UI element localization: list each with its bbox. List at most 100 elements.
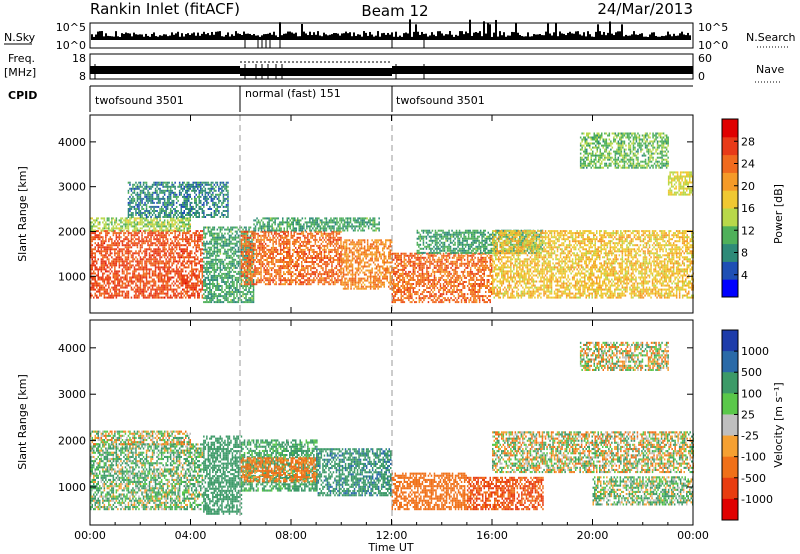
power-cell-1616 xyxy=(198,276,200,279)
power-cell-3654 xyxy=(246,271,249,274)
power-cell-2799 xyxy=(206,262,208,265)
power-cell-3158 xyxy=(227,250,229,253)
power-cell-3404 xyxy=(242,228,244,231)
power-cell-2672 xyxy=(219,205,222,208)
power-cell-352 xyxy=(114,288,116,291)
power-cell-4266 xyxy=(299,283,301,286)
power-cell-1344 xyxy=(178,232,181,235)
power-cell-911 xyxy=(151,294,154,297)
power-cell-3399 xyxy=(242,246,244,249)
power-cell-1172 xyxy=(166,266,169,269)
power-cell-4397 xyxy=(310,257,312,259)
power-cell-2199 xyxy=(156,210,158,212)
power-cell-3408 xyxy=(243,289,246,291)
power-cell-3688 xyxy=(249,277,252,280)
power-cell-2369 xyxy=(178,212,181,214)
power-cell-1334 xyxy=(178,258,181,261)
power-cell-2097 xyxy=(141,197,143,200)
power-cell-2212 xyxy=(157,212,160,214)
power-cell-3386 xyxy=(242,293,244,296)
nsky-count-161 xyxy=(413,31,415,40)
power-cell-3784 xyxy=(257,246,259,249)
nsky-count-128 xyxy=(347,33,349,40)
power-cell-525 xyxy=(124,252,127,255)
power-cell-4322 xyxy=(304,279,306,282)
power-cell-4141 xyxy=(287,253,289,255)
power-cell-1697 xyxy=(97,223,99,226)
power-cell-2020 xyxy=(132,216,134,218)
power-cell-2188 xyxy=(154,216,157,218)
power-cell-2245 xyxy=(162,210,164,212)
power-cell-3163 xyxy=(227,232,229,235)
power-cell-967 xyxy=(154,266,157,269)
power-cell-1356 xyxy=(180,272,182,275)
power-cell-2675 xyxy=(219,191,222,194)
power-cell-1994 xyxy=(127,197,130,200)
power-cell-4272 xyxy=(299,269,301,272)
power-cell-601 xyxy=(130,296,133,299)
power-cell-2559 xyxy=(203,212,205,214)
power-cell-1323 xyxy=(178,296,181,299)
power-cell-2848 xyxy=(209,262,211,265)
power-cell-3544 xyxy=(251,264,253,267)
power-cell-637 xyxy=(132,234,134,237)
power-cell-3292 xyxy=(236,301,238,304)
power-cell-4265 xyxy=(298,232,300,235)
power-cell-2686 xyxy=(221,185,223,188)
power-cell-3221 xyxy=(231,299,234,302)
power-cell-1704 xyxy=(100,217,103,220)
power-cell-4037 xyxy=(279,277,282,280)
power-cell-1352 xyxy=(180,280,182,283)
power-cell-3160 xyxy=(227,244,229,247)
power-cell-1917 xyxy=(169,219,172,222)
nsky-count-68 xyxy=(227,32,229,40)
power-cell-3732 xyxy=(252,246,255,249)
power-cell-3996 xyxy=(275,251,277,253)
power-cell-3430 xyxy=(245,299,247,302)
power-cell-22 xyxy=(90,240,92,243)
power-cell-661 xyxy=(135,292,137,295)
power-cell-117 xyxy=(97,278,99,281)
power-cell-241 xyxy=(105,246,107,249)
power-cell-1732 xyxy=(111,223,113,226)
power-cell-2086 xyxy=(139,189,142,192)
power-cell-4250 xyxy=(298,279,300,282)
power-cell-2395 xyxy=(182,195,184,198)
power-cell-373 xyxy=(114,242,116,245)
power-cell-2611 xyxy=(210,195,213,198)
power-cell-3060 xyxy=(221,260,223,263)
power-cell-4585 xyxy=(326,232,329,235)
power-cell-2087 xyxy=(139,185,142,188)
power-cell-3323 xyxy=(237,276,240,279)
power-cell-4370 xyxy=(307,238,309,241)
power-cell-4609 xyxy=(329,269,332,272)
power-cell-3048 xyxy=(221,295,223,298)
power-cell-3155 xyxy=(227,256,229,259)
power-cell-218 xyxy=(103,250,106,253)
power-cell-4587 xyxy=(328,281,330,284)
nsky-count-63 xyxy=(217,31,219,40)
power-cell-1543 xyxy=(194,292,196,295)
power-cell-1098 xyxy=(162,246,164,249)
power-cell-3170 xyxy=(228,289,231,291)
nsky-count-97 xyxy=(285,33,287,40)
power-cell-2332 xyxy=(171,183,173,186)
power-cell-3238 xyxy=(231,248,234,251)
power-cell-2727 xyxy=(227,203,229,206)
power-cell-4318 xyxy=(302,234,305,237)
power-cell-3943 xyxy=(270,259,273,261)
power-cell-2339 xyxy=(172,199,175,202)
power-cell-3823 xyxy=(260,248,262,251)
power-cell-4010 xyxy=(276,259,279,261)
power-cell-2279 xyxy=(165,185,167,188)
power-cell-1799 xyxy=(133,225,136,228)
power-cell-1257 xyxy=(172,244,175,247)
power-cell-1483 xyxy=(189,288,191,291)
power-cell-1636 xyxy=(200,268,202,271)
power-cell-699 xyxy=(136,244,139,247)
power-cell-3061 xyxy=(221,258,223,261)
power-cell-2806 xyxy=(206,242,208,245)
power-cell-2634 xyxy=(213,201,216,204)
nsky-count-258 xyxy=(607,32,609,40)
nsearch-label: N.Search xyxy=(746,31,796,44)
